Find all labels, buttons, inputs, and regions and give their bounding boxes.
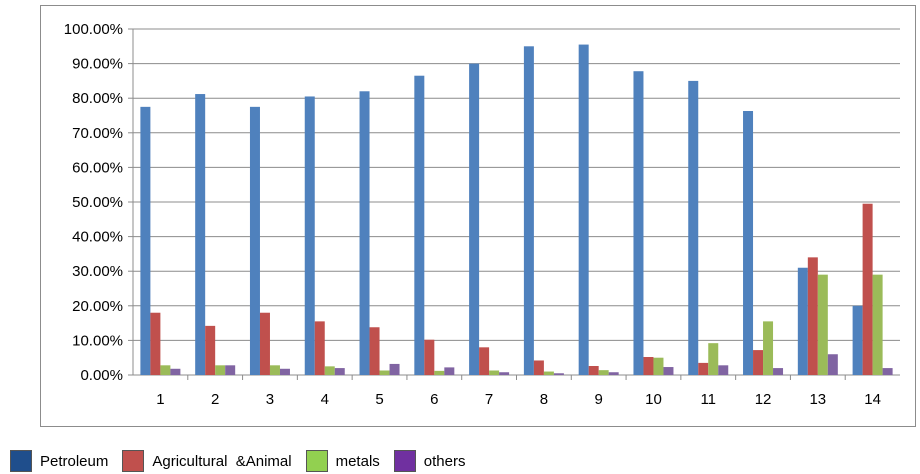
bar [205,325,216,375]
bar [663,367,674,375]
bar [379,370,390,375]
bar [249,106,260,375]
bar [698,362,709,375]
y-tick-label: 90.00% [72,56,123,73]
y-tick-label: 10.00% [72,332,123,349]
legend-swatch-others [393,450,416,472]
bar [708,343,719,375]
bar [369,327,380,375]
x-tick-label: 12 [755,391,772,408]
x-tick-label: 7 [485,391,493,408]
y-tick-label: 70.00% [72,125,123,142]
bar [862,203,873,375]
legend: Petroleum Agricultural &Animal metals ot… [10,450,479,472]
bar [882,368,893,375]
bar [469,63,480,375]
bar [523,46,534,376]
bar [499,372,510,375]
bar [807,257,818,375]
bar [195,94,206,375]
legend-swatch-petroleum [10,450,32,472]
bar [797,267,808,375]
bar [827,354,838,375]
bar-chart: 0.00% 10.00% 20.00% 30.00% 40.00% 50.00% 60.00… [64,21,900,408]
x-tick-label: 4 [321,391,329,408]
bar [314,321,325,375]
bar [633,71,644,375]
bar [150,312,161,375]
bar [140,106,151,375]
legend-item-petroleum: Petroleum [10,450,108,472]
bar [543,371,554,375]
x-tick-label: 9 [595,391,603,408]
bar [578,44,589,375]
legend-item-metals: metals [305,450,380,472]
bar [434,370,445,375]
y-tick-label: 80.00% [72,90,123,107]
legend-item-agricultural-animal: Agricultural &Animal [122,450,292,472]
bar [743,111,754,375]
x-tick-label: 14 [864,391,881,408]
bar [872,274,883,375]
bar [653,357,664,375]
bar [225,365,236,375]
bar [763,321,774,375]
x-tick-label: 13 [809,391,826,408]
x-tick-label: 8 [540,391,548,408]
bar [279,368,290,375]
y-tick-label: 100.00% [64,21,123,38]
bar [773,368,784,375]
bar [160,365,171,375]
bar [170,368,181,375]
legend-label-metals: metals [335,452,380,470]
y-tick-label: 20.00% [72,298,123,315]
bar [553,373,564,375]
legend-label-agricultural-animal: Agricultural &Animal [152,452,292,470]
bar [643,357,654,375]
bar [852,305,863,375]
x-tick-label: 2 [211,391,219,408]
x-tick-label: 3 [266,391,274,408]
legend-item-others: others [393,450,466,472]
legend-label-petroleum: Petroleum [40,452,109,470]
bar [588,366,599,375]
bar [389,363,400,375]
legend-swatch-metals [305,450,328,472]
bar [215,365,226,375]
bar [608,372,619,375]
bar [424,339,435,375]
bar [444,367,455,375]
y-tick-label: 40.00% [72,229,123,246]
bar [489,370,500,375]
legend-swatch-agricultural-animal [122,450,145,472]
bar [688,80,699,376]
x-tick-label: 11 [700,391,716,408]
x-tick-label: 5 [375,391,383,408]
y-tick-label: 0.00% [80,367,123,384]
bar [259,312,270,375]
bar [359,91,370,375]
bar [304,96,315,375]
x-tick-label: 1 [156,391,164,408]
y-tick-label: 60.00% [72,159,123,176]
bar [533,360,544,375]
x-tick-label: 10 [645,391,662,408]
x-tick-label: 6 [430,391,438,408]
bar [269,365,280,375]
legend-label-others: others [423,452,466,470]
bar [324,366,335,375]
bar [817,274,828,375]
bar [718,365,729,375]
y-tick-label: 50.00% [72,194,123,211]
bar [479,347,490,375]
bar [753,350,764,375]
bar [334,368,345,375]
y-tick-label: 30.00% [72,263,123,280]
bar [598,370,609,375]
bar [414,75,425,376]
